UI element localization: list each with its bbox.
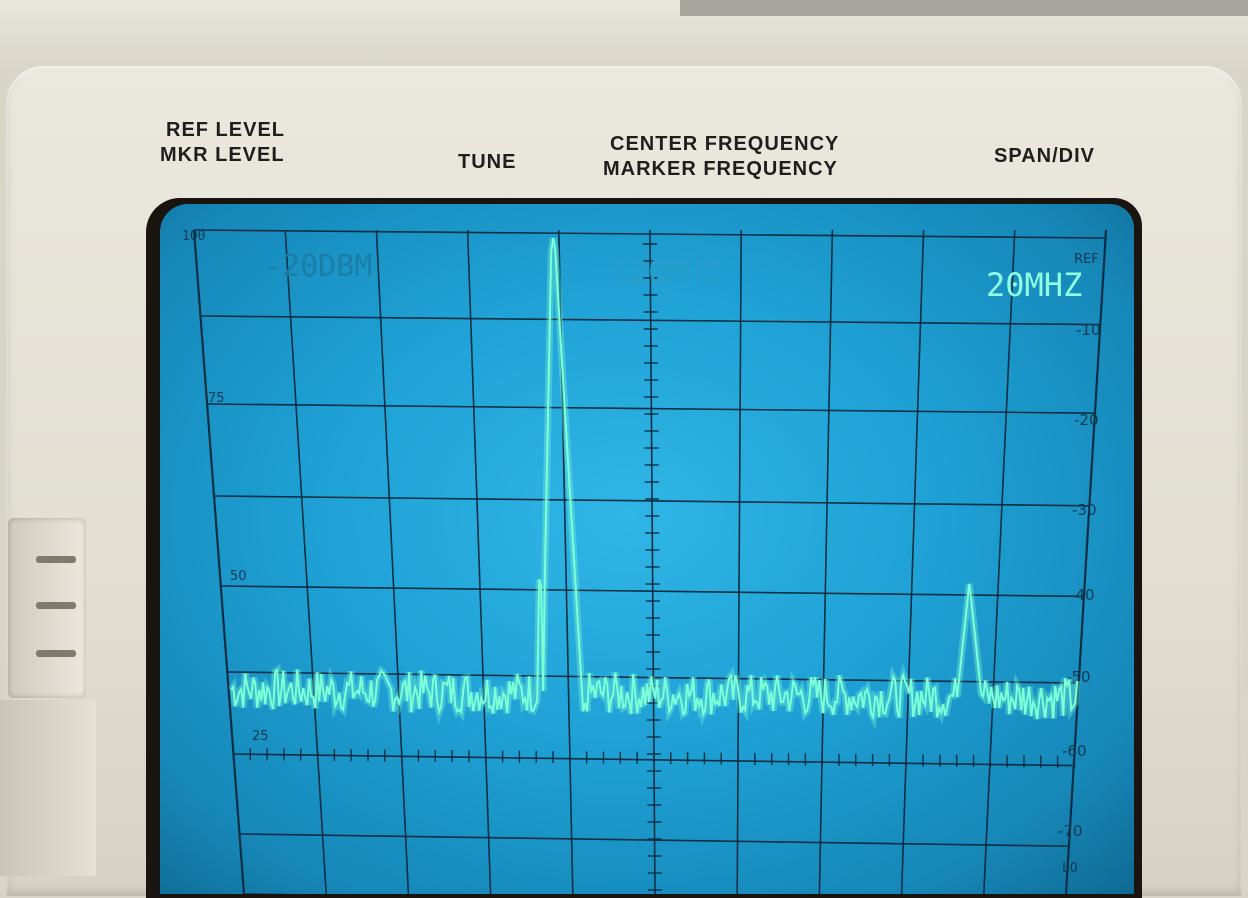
graticule-grid [192, 229, 1108, 894]
span-readout: 20MHZ [986, 266, 1082, 304]
grid-vertical-line [818, 229, 834, 894]
bottom-right-mark: LO [1062, 861, 1078, 876]
center-frequency-label: CENTER FREQUENCY [610, 133, 840, 155]
center-axis-ticks [232, 243, 1076, 891]
grid-vertical-line [192, 229, 246, 894]
side-button-3[interactable] [36, 650, 76, 657]
grid-horizontal-line [227, 671, 1080, 684]
right-scale-m60: -60 [1062, 742, 1087, 760]
grid-horizontal-line [193, 229, 1107, 239]
ref-label: REF [1074, 252, 1099, 267]
left-scale-50: 50 [230, 569, 247, 584]
grid-vertical-line [466, 229, 492, 894]
lower-side-panel [0, 700, 96, 876]
right-scale-m50: -50 [1066, 668, 1091, 686]
right-scale-m30: -30 [1072, 501, 1097, 519]
left-scale-75: 75 [208, 391, 225, 406]
side-button-panel [8, 518, 86, 698]
trace-glow [228, 237, 1081, 730]
crt-screen: 100 -20DBM 120MHZ 20MHZ REF 75 50 25 -10… [160, 204, 1134, 894]
spectrum-trace [230, 237, 1079, 721]
right-scale-m40: -40 [1070, 586, 1095, 604]
grid-vertical-line [375, 229, 410, 894]
grid-vertical-line [983, 229, 1016, 894]
top-metal-strip [680, 0, 1248, 16]
grid-horizontal-line [207, 403, 1096, 414]
spectrum-display: 100 -20DBM 120MHZ 20MHZ REF 75 50 25 -10… [182, 229, 1108, 894]
tune-label: TUNE [458, 151, 517, 173]
ref-level-label: REF LEVEL [166, 119, 286, 141]
trace-path [230, 237, 1079, 721]
grid-vertical-line [1064, 229, 1108, 894]
grid-horizontal-line [239, 833, 1070, 847]
left-scale-25: 25 [252, 729, 269, 744]
center-frequency-readout: 120MHZ [612, 255, 720, 290]
grid-horizontal-line [220, 585, 1085, 598]
side-button-1[interactable] [36, 556, 76, 563]
mkr-level-label: MKR LEVEL [160, 144, 285, 166]
grid-horizontal-line [214, 495, 1090, 507]
span-div-label: SPAN/DIV [994, 145, 1095, 167]
side-button-2[interactable] [36, 602, 76, 609]
right-scale-m20: -20 [1074, 411, 1099, 429]
right-scale-m10: -10 [1076, 321, 1101, 339]
grid-vertical-line [900, 229, 925, 894]
trace-glow-path [228, 237, 1081, 730]
grid-horizontal-line [200, 315, 1101, 326]
grid-vertical-line [649, 229, 656, 894]
marker-frequency-label: MARKER FREQUENCY [603, 158, 838, 180]
grid-vertical-line [284, 229, 327, 894]
ref-level-readout: -20DBM [264, 249, 372, 284]
top-left-mark: 100 [182, 229, 205, 244]
grid-vertical-line [736, 229, 742, 894]
right-scale-m70: -70 [1058, 822, 1083, 840]
